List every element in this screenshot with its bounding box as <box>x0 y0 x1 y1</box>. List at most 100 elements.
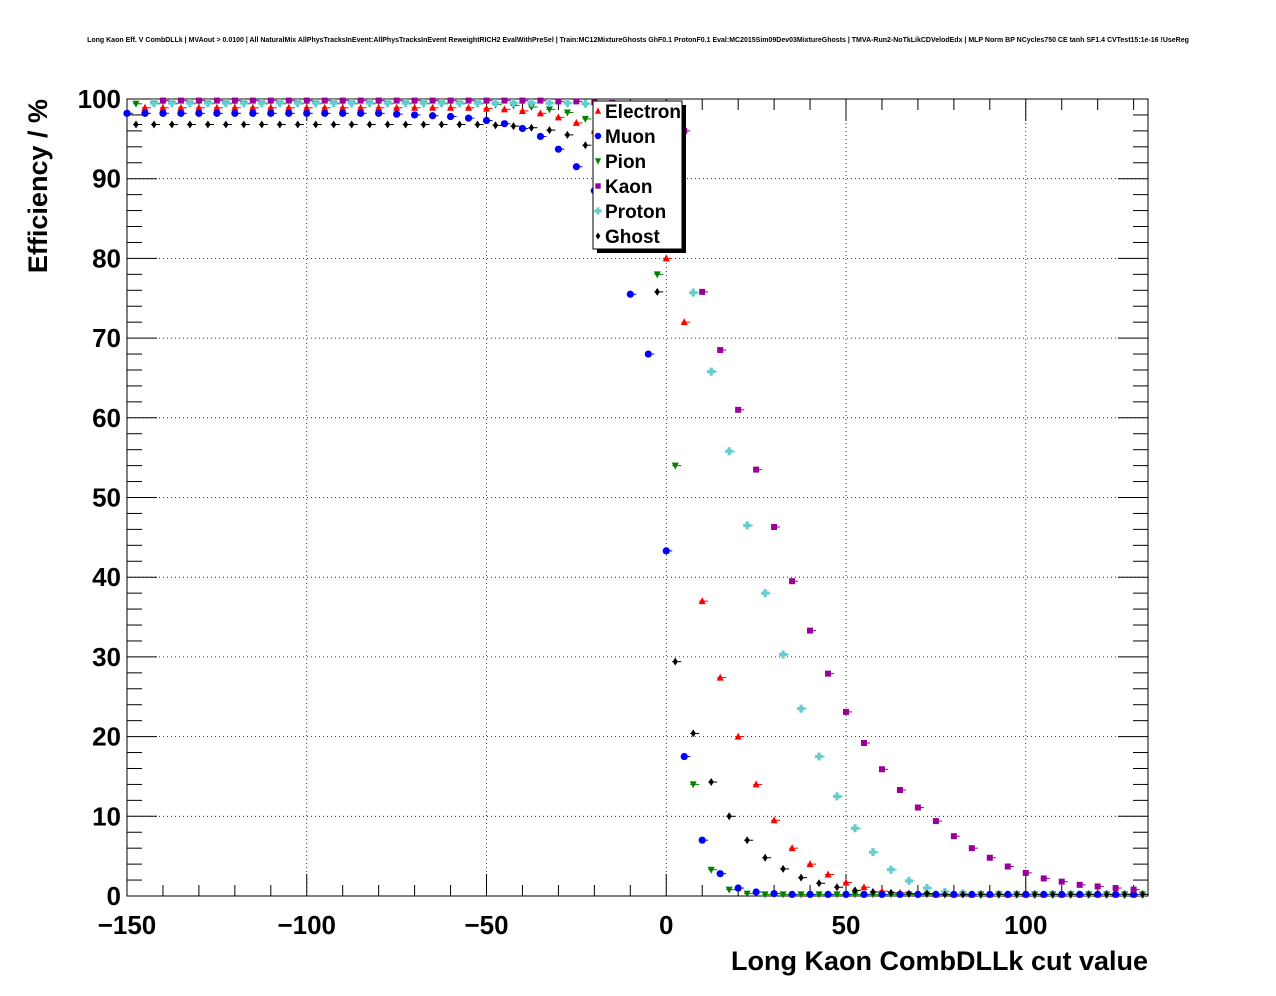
data-point-ghost <box>654 287 660 296</box>
data-point-kaon <box>177 97 184 104</box>
data-point-ghost <box>582 141 588 150</box>
x-tick-label: 100 <box>1004 910 1047 940</box>
data-point-electron <box>734 732 742 740</box>
data-point-proton <box>527 98 536 107</box>
data-point-electron <box>842 878 850 886</box>
data-point-muon <box>518 124 527 133</box>
legend-label: Electron <box>605 102 681 123</box>
data-point-proton <box>365 98 374 107</box>
data-point-kaon <box>699 288 706 295</box>
data-point-ghost <box>385 120 391 129</box>
data-point-proton <box>509 98 518 107</box>
y-tick-label: 70 <box>92 323 121 353</box>
data-point-electron <box>806 860 814 868</box>
data-point-electron <box>177 103 185 111</box>
data-point-proton <box>221 98 230 107</box>
data-point-pion <box>581 115 589 123</box>
data-point-kaon <box>429 97 436 104</box>
data-point-ghost <box>996 890 1002 899</box>
data-point-ghost <box>888 888 894 897</box>
y-tick-label: 20 <box>92 722 121 752</box>
data-point-proton <box>779 650 788 659</box>
data-point-ghost <box>331 120 337 129</box>
data-point-muon <box>123 109 131 117</box>
data-point-muon <box>482 116 491 125</box>
data-point-ghost <box>277 120 283 129</box>
data-point-ghost <box>780 864 786 873</box>
data-point-electron <box>267 103 275 111</box>
data-point-electron <box>536 109 544 117</box>
data-point-muon <box>464 114 473 122</box>
data-point-kaon <box>195 97 202 104</box>
data-point-ghost <box>295 120 301 129</box>
data-point-pion <box>851 891 859 899</box>
y-axis-title: Efficiency / % <box>23 99 53 273</box>
data-point-ghost <box>420 120 427 129</box>
data-point-kaon <box>878 766 885 773</box>
data-point-ghost <box>834 883 840 892</box>
data-point-electron <box>393 103 401 111</box>
legend-entry-electron: Electron <box>594 102 681 123</box>
legend-entries: Electron Muon Pion Kaon Proton Ghost <box>594 102 681 248</box>
data-point-pion <box>132 100 140 108</box>
data-point-ghost <box>528 123 535 132</box>
data-point-electron <box>554 113 562 121</box>
data-point-electron <box>213 103 221 111</box>
data-point-proton <box>922 884 931 893</box>
data-point-ghost <box>870 888 876 897</box>
x-tick-label: −100 <box>277 910 336 940</box>
data-point-kaon <box>1004 863 1011 870</box>
data-point-pion <box>797 891 805 899</box>
y-tick-label: 100 <box>78 84 121 114</box>
data-point-electron <box>500 105 508 113</box>
data-point-proton <box>563 98 572 107</box>
data-point-proton <box>347 98 356 107</box>
data-point-muon <box>1022 890 1030 899</box>
data-point-ghost <box>313 120 319 129</box>
legend-label: Muon <box>605 127 656 148</box>
data-point-muon <box>321 109 329 117</box>
data-point-muon <box>698 836 706 844</box>
data-point-ghost <box>960 890 966 899</box>
legend-marker-proton <box>594 207 602 215</box>
data-point-ghost <box>708 778 714 787</box>
data-point-muon <box>1004 890 1012 899</box>
data-point-ghost <box>403 120 409 129</box>
data-point-muon <box>806 890 814 899</box>
data-point-kaon <box>1076 881 1083 888</box>
data-point-ghost <box>1086 890 1092 899</box>
data-point-ghost <box>438 120 445 129</box>
data-point-kaon <box>483 97 490 104</box>
data-point-kaon <box>231 97 238 104</box>
data-point-muon <box>446 112 455 121</box>
data-point-muon <box>572 163 580 171</box>
data-point-kaon <box>339 97 346 104</box>
legend-marker-muon <box>594 132 602 140</box>
data-point-kaon <box>573 98 580 105</box>
data-point-kaon <box>968 845 975 852</box>
data-point-proton <box>455 98 464 107</box>
data-point-muon <box>950 890 958 899</box>
data-point-ghost <box>906 889 912 898</box>
data-point-electron <box>231 103 239 111</box>
data-point-proton <box>239 98 248 107</box>
data-point-muon <box>375 109 383 117</box>
y-tick-label: 10 <box>92 801 121 831</box>
data-point-pion <box>761 891 769 899</box>
data-point-proton <box>419 98 428 107</box>
data-point-ghost <box>187 120 193 129</box>
data-point-electron <box>483 104 491 112</box>
data-point-electron <box>249 103 257 111</box>
data-point-electron <box>698 597 706 605</box>
data-point-proton <box>725 447 734 456</box>
data-point-muon <box>644 350 652 358</box>
data-point-ghost <box>726 812 732 821</box>
data-point-kaon <box>519 97 526 104</box>
data-point-ghost <box>205 120 211 129</box>
data-point-muon <box>752 888 760 896</box>
data-point-ghost <box>151 120 157 129</box>
data-point-pion <box>671 462 679 470</box>
data-point-kaon <box>303 97 310 104</box>
data-point-proton <box>401 98 410 107</box>
data-point-ghost <box>241 120 247 129</box>
